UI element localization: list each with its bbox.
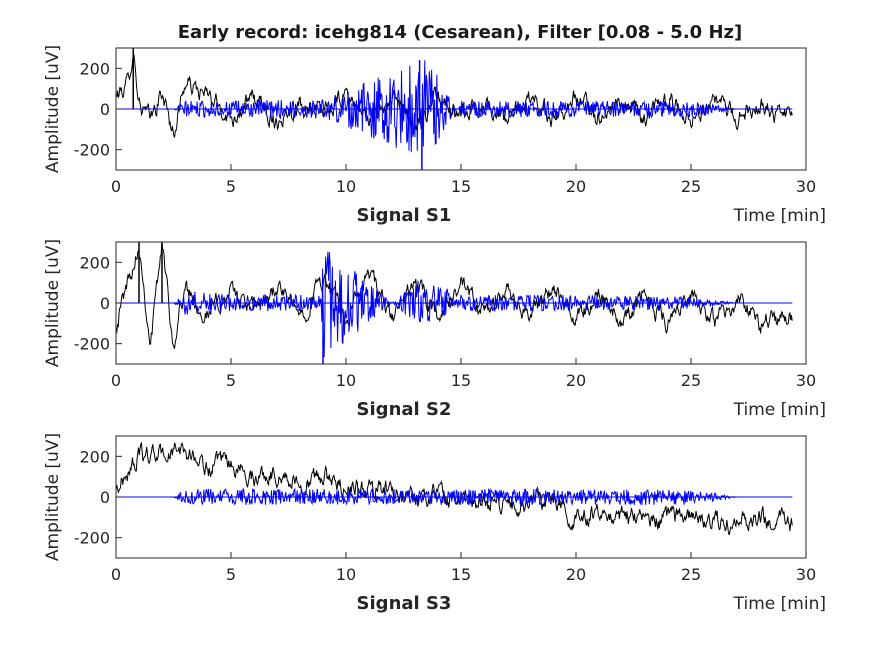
raw-trace-s3 [115,441,793,536]
raw-trace-s2 [115,241,793,350]
y-tick-label: -200 [74,335,110,354]
x-tick-label: 25 [681,371,701,390]
x-tick-label: 10 [336,177,356,196]
ylabel-s3: Amplitude [uV] [43,433,63,561]
x-tick-label: 15 [451,371,471,390]
x-tick-label: 5 [226,177,236,196]
x-tick-label: 10 [336,565,356,584]
ylabel-s2: Amplitude [uV] [43,239,63,367]
y-tick-label: 200 [79,59,110,78]
x-tick-label: 10 [336,371,356,390]
x-tick-label: 0 [111,177,121,196]
y-tick-label: 200 [79,447,110,466]
y-tick-label: 0 [100,294,110,313]
y-tick-label: -200 [74,529,110,548]
y-tick-label: -200 [74,141,110,160]
x-tick-label: 5 [226,371,236,390]
x-tick-label: 0 [111,371,121,390]
x-tick-label: 30 [796,565,816,584]
x-tick-label: 30 [796,177,816,196]
x-tick-label: 25 [681,565,701,584]
y-tick-label: 200 [79,253,110,272]
x-tick-label: 0 [111,565,121,584]
traces-s1 [115,48,793,170]
traces-s3 [115,441,793,536]
xlabel-s2: Time [min] [733,400,826,420]
filtered-trace-s3 [116,487,793,507]
x-tick-label: 20 [566,177,586,196]
figure-title: Early record: icehg814 (Cesarean), Filte… [178,22,742,43]
raw-trace-s1 [115,53,793,139]
ylabel-s1: Amplitude [uV] [43,45,63,173]
subtitle-s1: Signal S1 [357,205,452,226]
xlabel-s1: Time [min] [733,206,826,226]
x-tick-label: 25 [681,177,701,196]
x-tick-label: 5 [226,565,236,584]
subtitle-s3: Signal S3 [357,593,452,614]
subtitle-s2: Signal S2 [357,399,452,420]
filtered-trace-s2 [116,251,793,358]
filtered-trace-s1 [116,60,793,153]
x-tick-label: 15 [451,177,471,196]
x-tick-label: 30 [796,371,816,390]
x-tick-label: 20 [566,371,586,390]
y-tick-label: 0 [100,100,110,119]
x-tick-label: 20 [566,565,586,584]
traces-s2 [115,241,793,364]
y-tick-label: 0 [100,488,110,507]
xlabel-s3: Time [min] [733,594,826,614]
x-tick-label: 15 [451,565,471,584]
